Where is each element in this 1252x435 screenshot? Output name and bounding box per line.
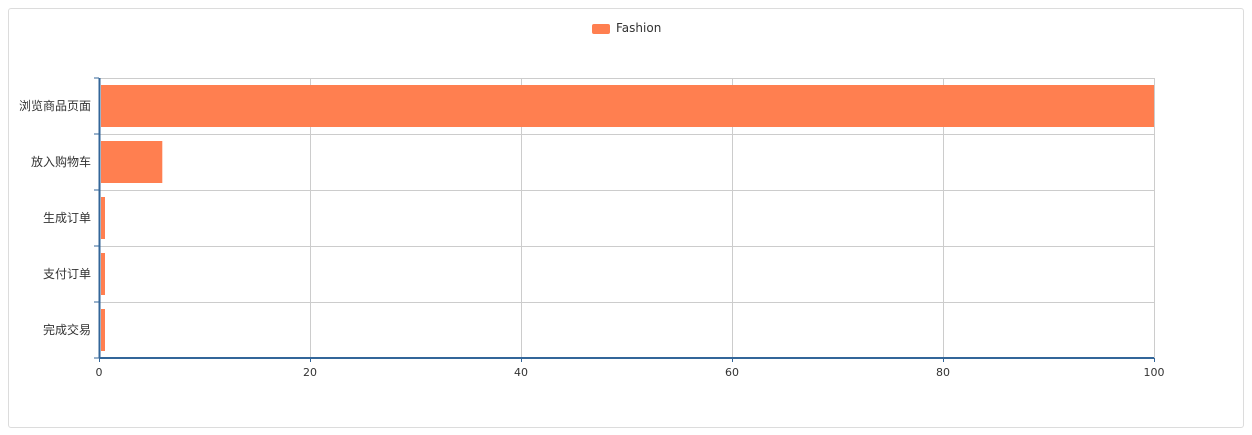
y-tick-label: 放入购物车	[31, 154, 91, 169]
x-tick-label: 40	[514, 366, 528, 379]
legend-label[interactable]: Fashion	[616, 21, 661, 35]
legend-swatch[interactable]	[592, 24, 610, 34]
x-tick-label: 60	[725, 366, 739, 379]
x-tick-label: 80	[936, 366, 950, 379]
y-tick-label: 浏览商品页面	[19, 98, 91, 113]
bar-2[interactable]	[101, 197, 105, 239]
bar-3[interactable]	[101, 253, 105, 295]
y-tick-label: 完成交易	[43, 322, 91, 337]
bar-layer	[101, 85, 1154, 351]
y-tick-label: 生成订单	[43, 211, 91, 225]
x-tick-label: 100	[1144, 366, 1165, 379]
x-tick-label: 0	[96, 366, 103, 379]
legend[interactable]: Fashion	[592, 21, 661, 35]
x-tick-label: 20	[303, 366, 317, 379]
grid-layer	[99, 78, 1155, 358]
bar-0[interactable]	[101, 85, 1154, 127]
bar-1[interactable]	[101, 141, 163, 183]
y-tick-label: 支付订单	[43, 267, 91, 281]
bar-4[interactable]	[101, 309, 105, 351]
